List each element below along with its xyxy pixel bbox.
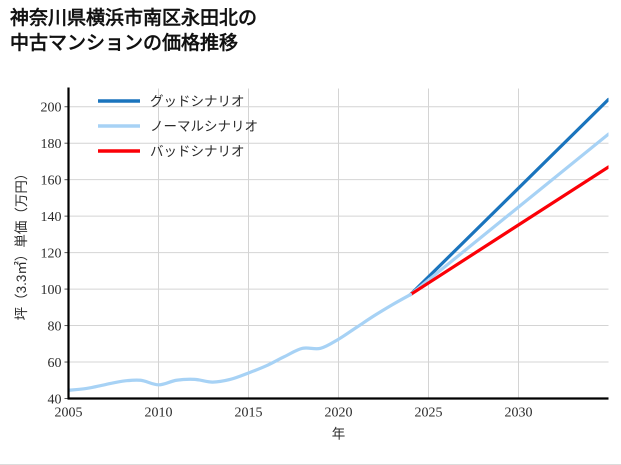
- x-tick-label: 2010: [145, 406, 173, 421]
- x-axis-ticks: 2005 2010 2015 2020 2025 2030: [55, 406, 533, 421]
- x-tick-label: 2005: [55, 406, 83, 421]
- chart-title: 神奈川県横浜市南区永田北の 中古マンションの価格推移: [10, 8, 258, 55]
- y-tick-label: 40: [48, 393, 62, 408]
- y-axis-title: 坪（3.3㎡）単価（万円）: [14, 167, 29, 321]
- y-tick-label: 80: [48, 320, 62, 335]
- x-axis-title: 年: [332, 427, 346, 442]
- series-line: [408, 165, 609, 297]
- y-tick-label: 140: [41, 210, 62, 225]
- series-line-history: [68, 292, 413, 392]
- axis-lines: [67, 87, 609, 400]
- legend-label: ノーマルシナリオ: [150, 119, 258, 134]
- data-series-layer: [68, 97, 609, 392]
- y-tick-label: 200: [41, 101, 62, 116]
- legend-label: グッドシナリオ: [150, 94, 245, 109]
- series-line: [408, 132, 609, 297]
- gridlines: [68, 88, 609, 399]
- legend-label: バッドシナリオ: [150, 144, 245, 159]
- x-tick-label: 2030: [505, 406, 533, 421]
- y-tick-label: 60: [48, 356, 62, 371]
- series-line: [408, 97, 609, 297]
- y-tick-label: 120: [41, 247, 62, 262]
- y-tick-label: 180: [41, 137, 62, 152]
- x-tick-label: 2025: [415, 406, 443, 421]
- axis-titles: 年 坪（3.3㎡）単価（万円）: [14, 167, 345, 442]
- y-tick-label: 100: [41, 283, 62, 298]
- x-tick-label: 2015: [235, 406, 263, 421]
- y-tick-label: 160: [41, 174, 62, 189]
- y-axis-ticks: 40 60 80 100 120 140 160 180 200: [41, 101, 69, 408]
- x-tick-label: 2020: [325, 406, 353, 421]
